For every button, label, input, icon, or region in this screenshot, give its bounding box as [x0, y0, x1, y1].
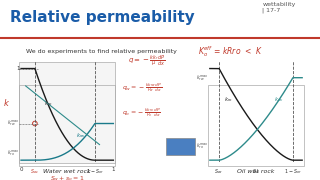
Text: $k_{rw}^{max}$: $k_{rw}^{max}$ — [196, 73, 209, 83]
Text: Relative permeability: Relative permeability — [10, 10, 194, 25]
Text: $q = -\frac{kk_r}{\mu}\frac{dP}{dx}$: $q = -\frac{kk_r}{\mu}\frac{dP}{dx}$ — [128, 54, 166, 69]
Text: We do experiments to find relative permeability: We do experiments to find relative perme… — [26, 50, 176, 54]
Text: 1: 1 — [17, 66, 20, 71]
FancyBboxPatch shape — [166, 138, 195, 155]
Text: $k_{rw}$: $k_{rw}$ — [76, 131, 86, 140]
FancyBboxPatch shape — [19, 62, 115, 163]
Text: $k_{ro}$: $k_{ro}$ — [224, 95, 233, 104]
Text: $K_o^{eff}$ = kRro  <  K: $K_o^{eff}$ = kRro < K — [198, 44, 264, 59]
Text: $S_w$: $S_w$ — [252, 168, 260, 176]
Text: $1-S_{or}$: $1-S_{or}$ — [86, 168, 104, 176]
Text: 0: 0 — [19, 168, 23, 172]
Text: $k$: $k$ — [3, 97, 10, 108]
Text: $k_{rw}^{max}$: $k_{rw}^{max}$ — [7, 119, 20, 128]
Text: 1: 1 — [112, 168, 115, 172]
Text: $q_w = -\frac{kk_{rw}}{\mu_w}\frac{dP}{dx}$: $q_w = -\frac{kk_{rw}}{\mu_w}\frac{dP}{d… — [122, 82, 162, 95]
Text: $S_{wc}$: $S_{wc}$ — [30, 168, 40, 176]
Text: Oil wet rock: Oil wet rock — [237, 169, 275, 174]
Text: $S_{wr}$: $S_{wr}$ — [214, 168, 224, 176]
Text: $k_{rw}$: $k_{rw}$ — [275, 95, 284, 104]
Text: $k_{ro}^{max}$: $k_{ro}^{max}$ — [196, 142, 209, 151]
Text: $S_w + s_o = 1$: $S_w + s_o = 1$ — [50, 174, 84, 180]
Text: $k_{ro}$: $k_{ro}$ — [44, 99, 53, 108]
Text: $k_{ro}^{max}$: $k_{ro}^{max}$ — [7, 148, 20, 158]
Text: Water wet rock: Water wet rock — [44, 169, 91, 174]
Text: $1-S_{or}$: $1-S_{or}$ — [284, 168, 302, 176]
Text: wettability
| 17-7: wettability | 17-7 — [262, 2, 296, 13]
Text: $q_o = -\frac{kk_{ro}}{\mu_o}\frac{dP}{dx}$: $q_o = -\frac{kk_{ro}}{\mu_o}\frac{dP}{d… — [122, 107, 160, 120]
